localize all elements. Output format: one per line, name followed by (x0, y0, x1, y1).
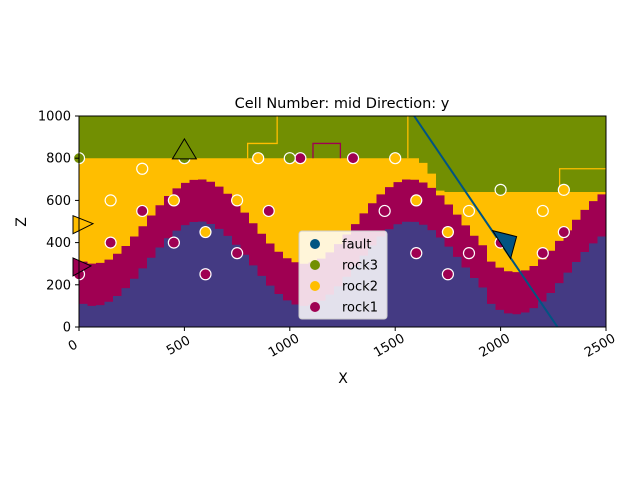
fault-line (413, 116, 559, 327)
rock1-point (167, 236, 180, 249)
rock1-point (462, 247, 476, 260)
rock2-point (441, 225, 454, 239)
rock2-point (557, 183, 570, 196)
rock2-point (199, 225, 212, 239)
basement-layer (79, 221, 606, 327)
x-tick-label: 0 (66, 337, 81, 354)
chart-title: Cell Number: mid Direction: y (235, 96, 450, 112)
y-axis: 0 200 400 600 800 1000 (38, 110, 79, 336)
rock1-point (231, 247, 244, 260)
plot-frame (78, 115, 607, 328)
legend-box (298, 230, 388, 320)
fault-layer (413, 116, 559, 327)
legend-label-rock1: rock1 (342, 301, 378, 316)
rock2-point (104, 194, 117, 207)
legend-marker-rock1 (310, 302, 320, 312)
x-axis-label: X (338, 371, 348, 387)
y-tick-label: 200 (46, 278, 71, 293)
legend-label-fault: fault (342, 238, 372, 253)
rock1-point (410, 247, 423, 260)
orientation-marker (491, 229, 518, 260)
rock1-point (104, 236, 117, 249)
x-tick-label: 2000 (477, 331, 513, 361)
layer-boundaries (246, 116, 606, 192)
rock1-point (262, 204, 275, 218)
rock1-point (136, 204, 149, 218)
rock2-point (231, 194, 244, 207)
legend-label-rock2: rock2 (342, 280, 378, 295)
rock1-point (294, 152, 307, 165)
rock2-point (252, 152, 265, 165)
legend-marker-rock3 (310, 260, 320, 270)
rock2-contour (558, 168, 606, 192)
legend-marker-fault (310, 239, 320, 249)
orientation-marker (72, 257, 93, 277)
rock1-contour (312, 142, 342, 159)
orientation-markers (72, 137, 518, 277)
rock2-point (410, 194, 423, 207)
rock2-point (136, 162, 149, 175)
rock2-point (536, 204, 549, 218)
x-tick-label: 500 (164, 333, 193, 358)
rock2-point (167, 194, 180, 207)
legend-label-rock3: rock3 (342, 259, 378, 274)
y-axis-label: Z (14, 217, 30, 227)
rock3-point (283, 152, 296, 165)
rock1-point (536, 247, 549, 260)
x-tick-label: 2500 (582, 331, 618, 361)
orientation-marker (72, 214, 95, 235)
rock3-point (494, 183, 507, 196)
rock1-point (346, 152, 360, 165)
y-tick-label: 800 (46, 152, 71, 167)
rock1-point (557, 225, 570, 239)
orientation-marker (171, 137, 198, 160)
rock2-point (389, 152, 402, 165)
legend: fault rock3 rock2 rock1 (298, 230, 388, 320)
rock2-point (462, 204, 476, 218)
rock1-point (378, 204, 391, 218)
y-tick-label: 0 (63, 321, 71, 336)
rock1-point (199, 268, 212, 281)
legend-marker-rock2 (310, 281, 320, 291)
y-tick-label: 400 (46, 236, 71, 251)
x-tick-label: 1500 (371, 331, 407, 361)
x-tick-label: 1000 (266, 331, 302, 361)
rock2-contour (246, 116, 278, 159)
y-tick-label: 1000 (38, 110, 71, 125)
y-tick-label: 600 (46, 194, 71, 209)
x-axis: 0 500 1000 1500 2000 2500 (66, 327, 618, 361)
rock1-point (441, 268, 454, 281)
